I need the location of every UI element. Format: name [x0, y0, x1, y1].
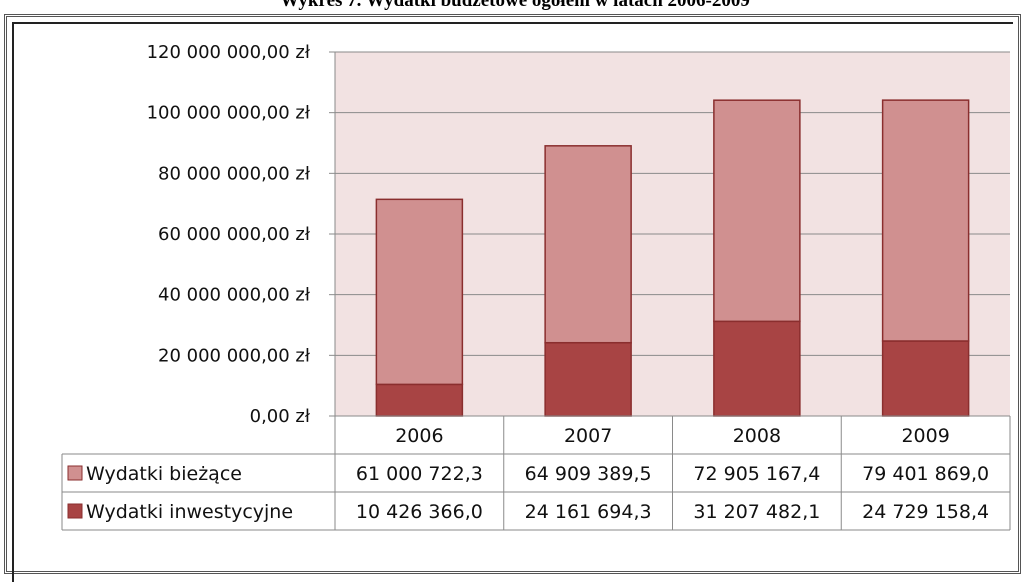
bar-wydatki-inwestycyjne-2008	[713, 320, 801, 417]
bar-wydatki-inwestycyjne-2006	[375, 383, 464, 417]
bar-wydatki-biezace-2008	[713, 99, 801, 323]
y-tick-label: 40 000 000,00 zł	[158, 285, 311, 306]
bars	[375, 99, 970, 417]
legend-label: Wydatki inwestycyjne	[86, 501, 293, 523]
data-label: 31 207 482,1	[693, 501, 820, 523]
legend-swatch	[67, 465, 83, 481]
y-axis-ticks: 0,00 zł 20 000 000,00 zł 40 000 000,00 zł 6…	[147, 42, 336, 427]
y-tick-label: 80 000 000,00 zł	[158, 163, 311, 184]
legend-label: Wydatki bieżące	[86, 463, 242, 485]
x-category-label: 2006	[395, 425, 443, 447]
y-tick-label: 100 000 000,00 zł	[147, 103, 311, 124]
x-category-label: 2008	[733, 425, 781, 447]
data-label: 72 905 167,4	[693, 463, 820, 485]
y-tick-label: 60 000 000,00 zł	[158, 224, 311, 245]
bar-wydatki-inwestycyjne-2007	[544, 341, 632, 417]
bar-wydatki-biezace-2006	[375, 198, 464, 386]
bar-wydatki-biezace-2007	[544, 145, 632, 344]
bar-wydatki-biezace-2009	[881, 99, 970, 342]
data-label: 24 161 694,3	[525, 501, 652, 523]
data-label: 64 909 389,5	[525, 463, 652, 485]
chart-title: Wykres 7. Wydatki budżetowe ogółem w lat…	[280, 0, 750, 11]
data-label: 10 426 366,0	[356, 501, 483, 523]
data-table: 2006 2007 2008 2009 Wydatki bieżące 61 000 72…	[61, 415, 1011, 531]
data-label: 79 401 869,0	[862, 463, 989, 485]
bar-wydatki-inwestycyjne-2009	[881, 340, 970, 417]
data-label: 61 000 722,3	[356, 463, 483, 485]
x-category-label: 2007	[564, 425, 612, 447]
chart: 0,00 zł 20 000 000,00 zł 40 000 000,00 zł 6…	[61, 42, 1011, 531]
y-tick-label: 0,00 zł	[250, 406, 311, 427]
y-tick-label: 20 000 000,00 zł	[158, 345, 311, 366]
legend-swatch	[67, 503, 83, 519]
x-category-label: 2009	[901, 425, 949, 447]
inner-frame	[12, 22, 1013, 582]
y-tick-label: 120 000 000,00 zł	[147, 42, 311, 63]
data-label: 24 729 158,4	[862, 501, 989, 523]
